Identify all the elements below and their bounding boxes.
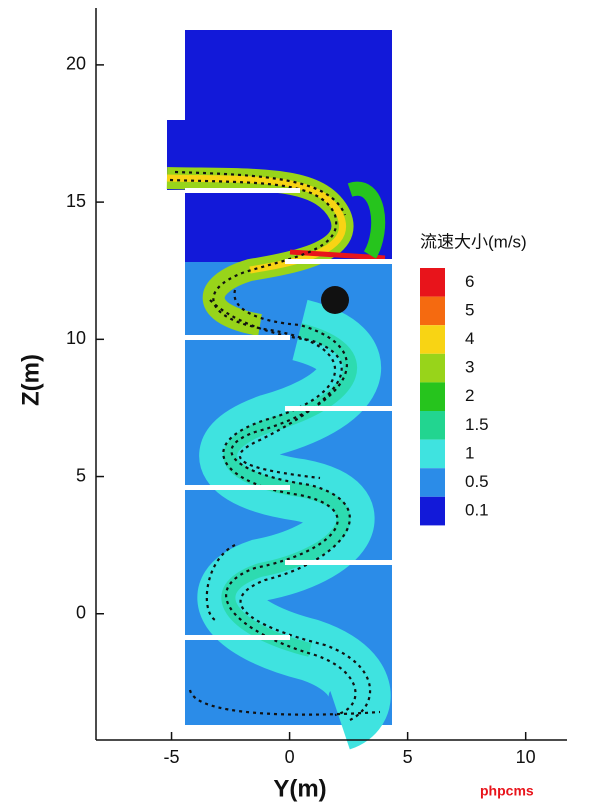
x-tick-label: 5 [403, 747, 413, 767]
legend-swatch [420, 468, 445, 497]
baffle [285, 259, 392, 264]
x-tick-label: -5 [164, 747, 180, 767]
baffle [185, 485, 290, 490]
legend-swatch [420, 382, 445, 411]
legend-label: 4 [465, 329, 474, 348]
y-tick-label: 10 [66, 328, 86, 348]
y-tick-label: 5 [76, 465, 86, 485]
watermark: phpcms [480, 783, 534, 799]
legend-label: 3 [465, 358, 474, 377]
x-tick-label: 0 [285, 747, 295, 767]
legend-title: 流速大小(m/s) [420, 232, 527, 251]
y-axis-label: Z(m) [17, 354, 44, 406]
baffle [185, 335, 290, 340]
upper-chamber [185, 30, 392, 262]
baffle [285, 560, 392, 565]
streamline [188, 299, 381, 716]
vortex [321, 286, 349, 314]
legend-label: 0.5 [465, 472, 489, 491]
legend-swatch [420, 496, 445, 526]
legend-swatch [420, 296, 445, 326]
y-tick-label: 20 [66, 54, 86, 74]
jet-peak [289, 249, 386, 261]
legend-swatch [420, 353, 445, 383]
legend-label: 5 [465, 300, 474, 319]
legend-swatch [420, 439, 445, 469]
legend-label: 1 [465, 443, 474, 462]
baffle [185, 188, 300, 193]
legend-label: 1.5 [465, 415, 489, 434]
baffle [185, 635, 290, 640]
x-axis-label: Y(m) [273, 775, 326, 802]
y-tick-label: 0 [76, 603, 86, 623]
core-flow [221, 323, 358, 657]
baffles [185, 188, 392, 640]
y-tick-label: 15 [66, 191, 86, 211]
baffle [285, 406, 392, 411]
eddy [347, 181, 386, 259]
legend-swatch [420, 268, 445, 297]
legend-label: 2 [465, 386, 474, 405]
legend-swatch [420, 325, 445, 354]
legend-swatch [420, 411, 445, 440]
x-tick-label: 10 [516, 747, 536, 767]
flow-field [166, 30, 392, 750]
streamline [174, 170, 372, 721]
legend-label: 0.1 [465, 501, 489, 520]
legend-label: 6 [465, 272, 474, 291]
